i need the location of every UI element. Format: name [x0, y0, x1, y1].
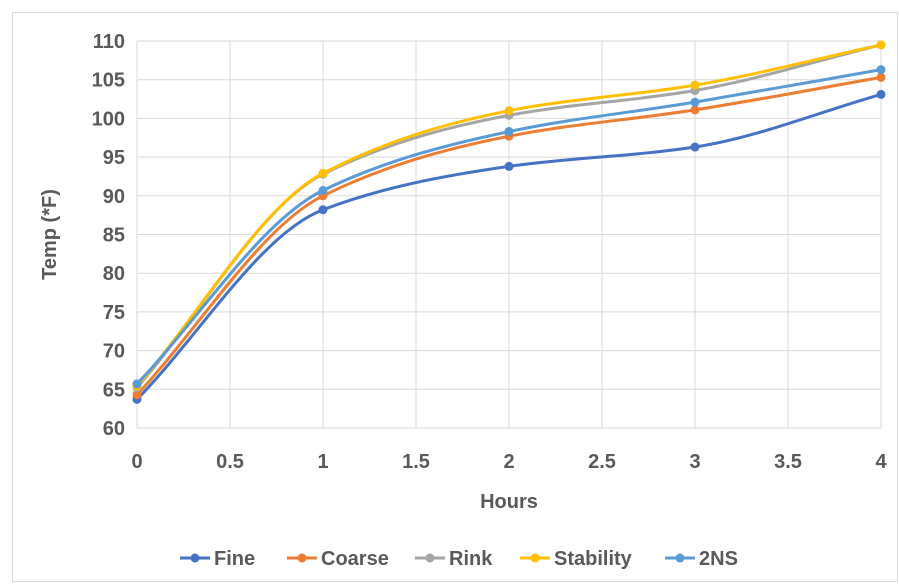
data-point — [876, 65, 886, 75]
series-2ns — [132, 65, 886, 389]
y-tick-label: 75 — [103, 302, 125, 324]
y-tick-label: 110 — [93, 31, 125, 53]
y-tick-label: 95 — [103, 147, 125, 169]
legend-marker — [190, 553, 200, 563]
x-axis-ticks: 0 0.5 1 1.5 2 2.5 3 3.5 4 — [131, 451, 887, 473]
legend-item-fine: Fine — [180, 548, 255, 570]
data-point — [876, 89, 886, 99]
x-axis-title: Hours — [480, 491, 538, 513]
legend-label: 2NS — [699, 548, 738, 570]
legend-marker — [675, 553, 685, 563]
y-axis-ticks: 60 65 70 75 80 85 90 95 100 105 110 — [92, 31, 125, 440]
x-tick-label: 4 — [875, 451, 887, 473]
series-line — [135, 68, 883, 386]
x-tick-label: 2.5 — [588, 451, 616, 473]
data-point — [504, 161, 514, 171]
x-tick-label: 1 — [317, 451, 328, 473]
series-line — [135, 92, 883, 401]
data-point — [318, 205, 328, 215]
legend-label: Fine — [214, 548, 255, 570]
y-tick-label: 65 — [103, 379, 125, 401]
data-point — [318, 185, 328, 195]
data-point — [504, 127, 514, 137]
series-group — [132, 40, 886, 404]
data-point — [132, 390, 142, 400]
legend-label: Rink — [449, 548, 493, 570]
series-line — [135, 43, 883, 388]
data-point — [690, 142, 700, 152]
legend-marker — [297, 553, 307, 563]
y-tick-label: 90 — [103, 186, 125, 208]
x-tick-label: 3 — [689, 451, 700, 473]
legend-item-coarse: Coarse — [287, 548, 389, 570]
series-stability — [132, 40, 886, 391]
legend-item-rink: Rink — [415, 548, 493, 570]
data-point — [504, 106, 514, 116]
y-tick-label: 80 — [103, 263, 125, 285]
y-tick-label: 105 — [92, 70, 125, 92]
data-point — [876, 72, 886, 82]
legend-item-2ns: 2NS — [665, 548, 738, 570]
data-point — [690, 105, 700, 115]
legend-marker — [425, 553, 435, 563]
y-axis-title: Temp (*F) — [39, 189, 61, 280]
y-tick-label: 70 — [103, 341, 125, 363]
x-tick-label: 3.5 — [774, 451, 802, 473]
legend-label: Stability — [554, 548, 633, 570]
data-point — [876, 40, 886, 50]
legend-marker — [530, 553, 540, 563]
chart-area — [12, 12, 898, 582]
x-tick-label: 0.5 — [216, 451, 244, 473]
data-point — [318, 168, 328, 178]
legend: Fine Coarse Rink Stability 2NS — [180, 548, 738, 570]
data-point — [690, 97, 700, 107]
data-point — [690, 80, 700, 90]
x-tick-label: 0 — [131, 451, 142, 473]
legend-item-stability: Stability — [520, 548, 633, 570]
gridlines — [136, 40, 882, 429]
y-tick-label: 60 — [103, 418, 125, 440]
x-tick-label: 1.5 — [402, 451, 430, 473]
legend-label: Coarse — [321, 548, 389, 570]
x-tick-label: 2 — [503, 451, 514, 473]
y-tick-label: 85 — [103, 225, 125, 247]
y-tick-label: 100 — [92, 108, 125, 130]
data-point — [132, 379, 142, 389]
series-line — [135, 75, 883, 397]
